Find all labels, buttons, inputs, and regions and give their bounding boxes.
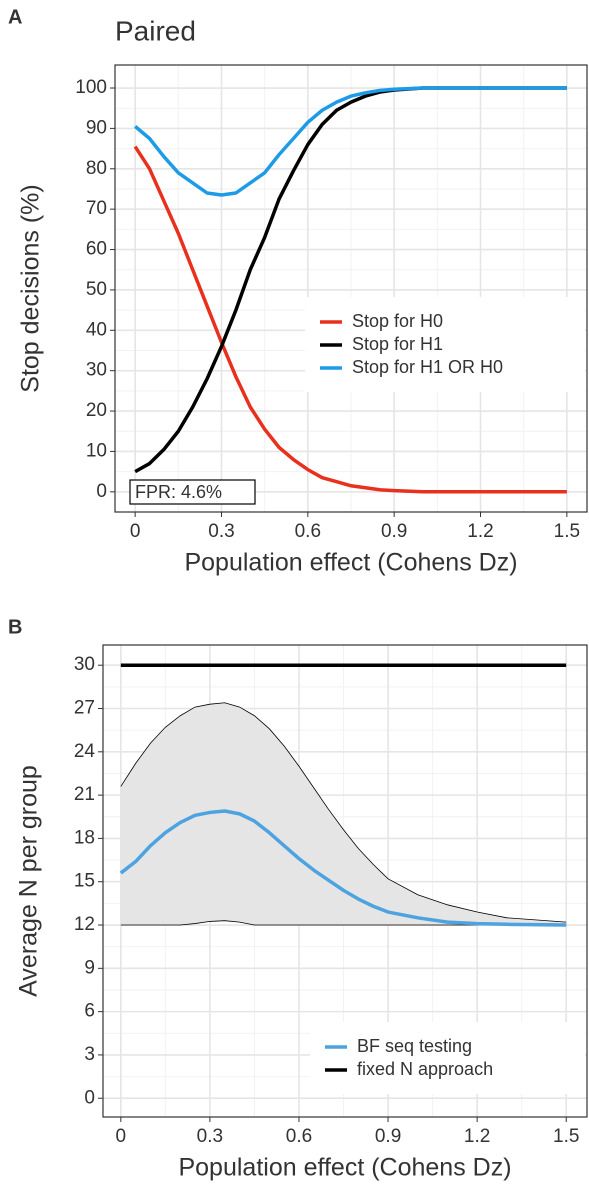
y-tick-label: 20 [86,400,107,421]
y-tick-label: 3 [84,1044,95,1065]
y-tick-label: 80 [86,158,107,179]
y-tick-label: 30 [74,654,95,675]
panel-label: A [8,6,22,28]
y-tick-label: 100 [75,77,107,98]
y-tick-label: 50 [86,279,107,300]
legend-label: Stop for H0 [352,311,443,331]
y-tick-label: 40 [86,319,107,340]
x-tick-label: 1.5 [554,521,580,542]
x-tick-label: 0.9 [375,1126,401,1147]
annotation-box [129,479,256,505]
x-tick-label: 0 [116,1126,127,1147]
panel-label: B [8,616,22,638]
y-tick-label: 60 [86,239,107,260]
y-tick-label: 0 [84,1087,95,1108]
series-line [133,145,567,494]
y-tick-label: 18 [74,827,95,848]
y-axis-label: Stop decisions (%) [17,184,45,392]
x-axis-label: Population effect (Cohens Dz) [184,549,517,577]
y-tick-label: 10 [86,440,107,461]
x-tick-label: 0.6 [295,521,321,542]
legend-label: Stop for H1 [352,334,443,354]
x-tick-label: 1.2 [464,1126,490,1147]
series-line [134,86,567,474]
y-tick-label: 30 [86,360,107,381]
y-tick-label: 27 [74,698,95,719]
y-tick-label: 24 [74,741,96,762]
y-tick-label: 12 [74,914,95,935]
legend-box [310,1022,585,1094]
y-tick-label: 90 [86,117,107,138]
x-axis-label: Population effect (Cohens Dz) [178,1154,511,1182]
x-tick-label: 0 [130,521,141,542]
annotation: FPR: 4.6% [135,482,222,502]
y-tick-label: 70 [86,198,107,219]
plot-border [102,644,588,1118]
legend-box [305,297,585,392]
y-tick-label: 6 [84,1001,95,1022]
x-tick-label: 0.6 [286,1126,312,1147]
y-tick-label: 9 [84,957,95,978]
x-tick-label: 1.2 [467,521,493,542]
band-fill [120,702,567,926]
band-lower [120,920,567,926]
y-tick-label: 21 [74,784,95,805]
y-axis-label: Average N per group [15,765,43,997]
x-tick-label: 0.3 [197,1126,223,1147]
x-tick-label: 0.3 [208,521,234,542]
legend-label: BF seq testing [357,1036,472,1056]
plot-border [114,64,588,513]
x-tick-label: 1.5 [553,1126,579,1147]
y-tick-label: 15 [74,871,95,892]
x-tick-label: 0.9 [381,521,407,542]
band-upper [120,702,567,923]
series-line [119,809,567,927]
legend-label: fixed N approach [357,1059,493,1079]
y-tick-label: 0 [96,481,107,502]
legend-label: Stop for H1 OR H0 [352,357,503,377]
series-line [134,86,567,197]
chart-title: Paired [115,15,196,46]
